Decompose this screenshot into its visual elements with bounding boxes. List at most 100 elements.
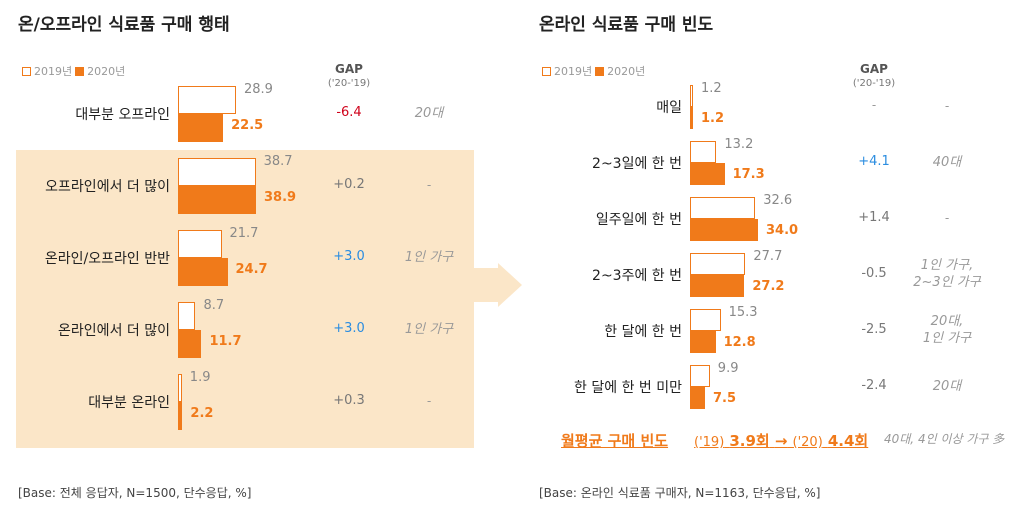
right-legend: 2019년 2020년	[542, 63, 645, 79]
bar-2019	[690, 141, 717, 163]
legend-2019-label: 2019년	[34, 65, 73, 78]
value-2019-label: 21.7	[229, 226, 259, 241]
monthly-arrow-icon: →	[774, 432, 788, 450]
value-2020-label: 2.2	[190, 406, 214, 421]
bar-2020	[690, 387, 705, 409]
category-label: 온라인에서 더 많이	[58, 323, 170, 339]
value-2019-label: 28.9	[243, 82, 273, 97]
value-2020-label: 24.7	[235, 262, 268, 277]
bar-2020	[178, 402, 183, 430]
bar-2019	[690, 365, 710, 387]
connector-arrow-shaft	[474, 268, 498, 302]
bar-2020	[178, 330, 202, 358]
right-gap-header: GAP	[860, 62, 888, 76]
right-base-note: [Base: 온라인 식료품 구매자, N=1163, 단수응답, %]	[539, 486, 821, 500]
bar-2019	[178, 158, 256, 186]
left-gap-subheader: ('20-'19)	[327, 78, 371, 89]
bar-2019	[178, 86, 236, 114]
demographic-note: 20대	[932, 379, 962, 394]
value-2020-label: 34.0	[766, 223, 799, 238]
right-chart-title: 온라인 식료품 구매 빈도	[539, 15, 714, 35]
monthly-frequency-label: 월평균 구매 빈도	[561, 432, 669, 450]
monthly-frequency-values: ('19) 3.9회 → ('20) 4.4회	[694, 430, 868, 451]
legend-2020-swatch	[75, 66, 85, 76]
gap-value: -0.5	[861, 266, 887, 281]
category-label: 오프라인에서 더 많이	[45, 179, 170, 195]
bar-2020	[178, 186, 256, 214]
category-label: 온라인/오프라인 반반	[44, 251, 170, 267]
bar-2020	[690, 219, 758, 241]
bar-2019	[178, 302, 196, 330]
value-2019-label: 9.9	[717, 361, 739, 376]
gap-value: +4.1	[858, 154, 890, 169]
gap-value: +3.0	[333, 249, 365, 264]
demographic-note: -	[426, 394, 432, 408]
bar-2019	[690, 85, 693, 107]
value-2020-label: 17.3	[732, 167, 765, 182]
legend-2020-swatch	[595, 66, 605, 76]
gap-value: -2.4	[861, 378, 887, 393]
demographic-note: -	[944, 99, 950, 113]
value-2019-label: 8.7	[203, 298, 225, 313]
bar-2019	[690, 197, 756, 219]
monthly-2019-prefix: ('19)	[694, 435, 725, 450]
category-label: 일주일에 한 번	[595, 212, 682, 228]
bar-2019	[690, 309, 721, 331]
left-base-note: [Base: 전체 응답자, N=1500, 단수응답, %]	[18, 486, 252, 500]
category-label: 매일	[656, 100, 682, 116]
left-legend: 2019년 2020년	[22, 63, 125, 79]
bar-2019	[178, 374, 182, 402]
demographic-note: 1인 가구, 2~3인 가구	[913, 258, 981, 290]
demographic-note: 1인 가구	[404, 250, 454, 265]
gap-value: +1.4	[858, 210, 890, 225]
connector-arrow-icon	[498, 263, 522, 307]
demographic-note: 1인 가구	[404, 322, 454, 337]
demographic-note: 40대	[932, 155, 962, 170]
gap-value: -	[871, 98, 877, 112]
left-gap-header: GAP	[335, 62, 363, 76]
bar-2019	[178, 230, 222, 258]
legend-2020-label: 2020년	[607, 65, 646, 78]
bar-2020	[690, 275, 745, 297]
bar-2020	[178, 114, 224, 142]
category-label: 한 달에 한 번 미만	[574, 380, 682, 396]
bar-2020	[690, 163, 725, 185]
value-2019-label: 32.6	[763, 193, 793, 208]
category-label: 대부분 온라인	[88, 395, 170, 411]
value-2020-label: 7.5	[713, 391, 737, 406]
legend-2019-swatch	[22, 66, 31, 76]
monthly-2020-value: 4.4회	[827, 432, 869, 450]
value-2019-label: 13.2	[724, 137, 754, 152]
monthly-2019-value: 3.9회	[729, 432, 770, 450]
bar-2019	[690, 253, 746, 275]
left-chart-title: 온/오프라인 식료품 구매 행태	[18, 15, 230, 35]
category-label: 2~3주에 한 번	[592, 268, 682, 284]
value-2020-label: 22.5	[231, 118, 264, 133]
monthly-2020-prefix: ('20)	[792, 435, 823, 450]
value-2020-label: 27.2	[752, 279, 785, 294]
category-label: 한 달에 한 번	[604, 324, 682, 340]
demographic-note: -	[944, 211, 950, 225]
gap-value: -2.5	[861, 322, 887, 337]
legend-2020-label: 2020년	[87, 65, 126, 78]
bar-2020	[178, 258, 228, 286]
legend-2019-label: 2019년	[554, 65, 593, 78]
demographic-note: -	[426, 178, 432, 192]
value-2020-label: 38.9	[264, 190, 297, 205]
value-2020-label: 11.7	[209, 334, 242, 349]
value-2019-label: 1.9	[189, 370, 211, 385]
legend-2019-swatch	[542, 66, 551, 76]
gap-value: -6.4	[336, 105, 362, 120]
demographic-note: 20대	[414, 106, 444, 121]
gap-value: +3.0	[333, 321, 365, 336]
demographic-note: 20대, 1인 가구	[922, 314, 972, 346]
value-2019-label: 1.2	[701, 81, 722, 96]
right-gap-subheader: ('20-'19)	[852, 78, 896, 89]
category-label: 2~3일에 한 번	[592, 156, 682, 172]
bar-2020	[690, 107, 693, 129]
value-2020-label: 1.2	[701, 111, 725, 126]
value-2019-label: 15.3	[728, 305, 758, 320]
gap-value: +0.3	[333, 393, 365, 408]
value-2020-label: 12.8	[723, 335, 756, 350]
value-2019-label: 27.7	[753, 249, 783, 264]
